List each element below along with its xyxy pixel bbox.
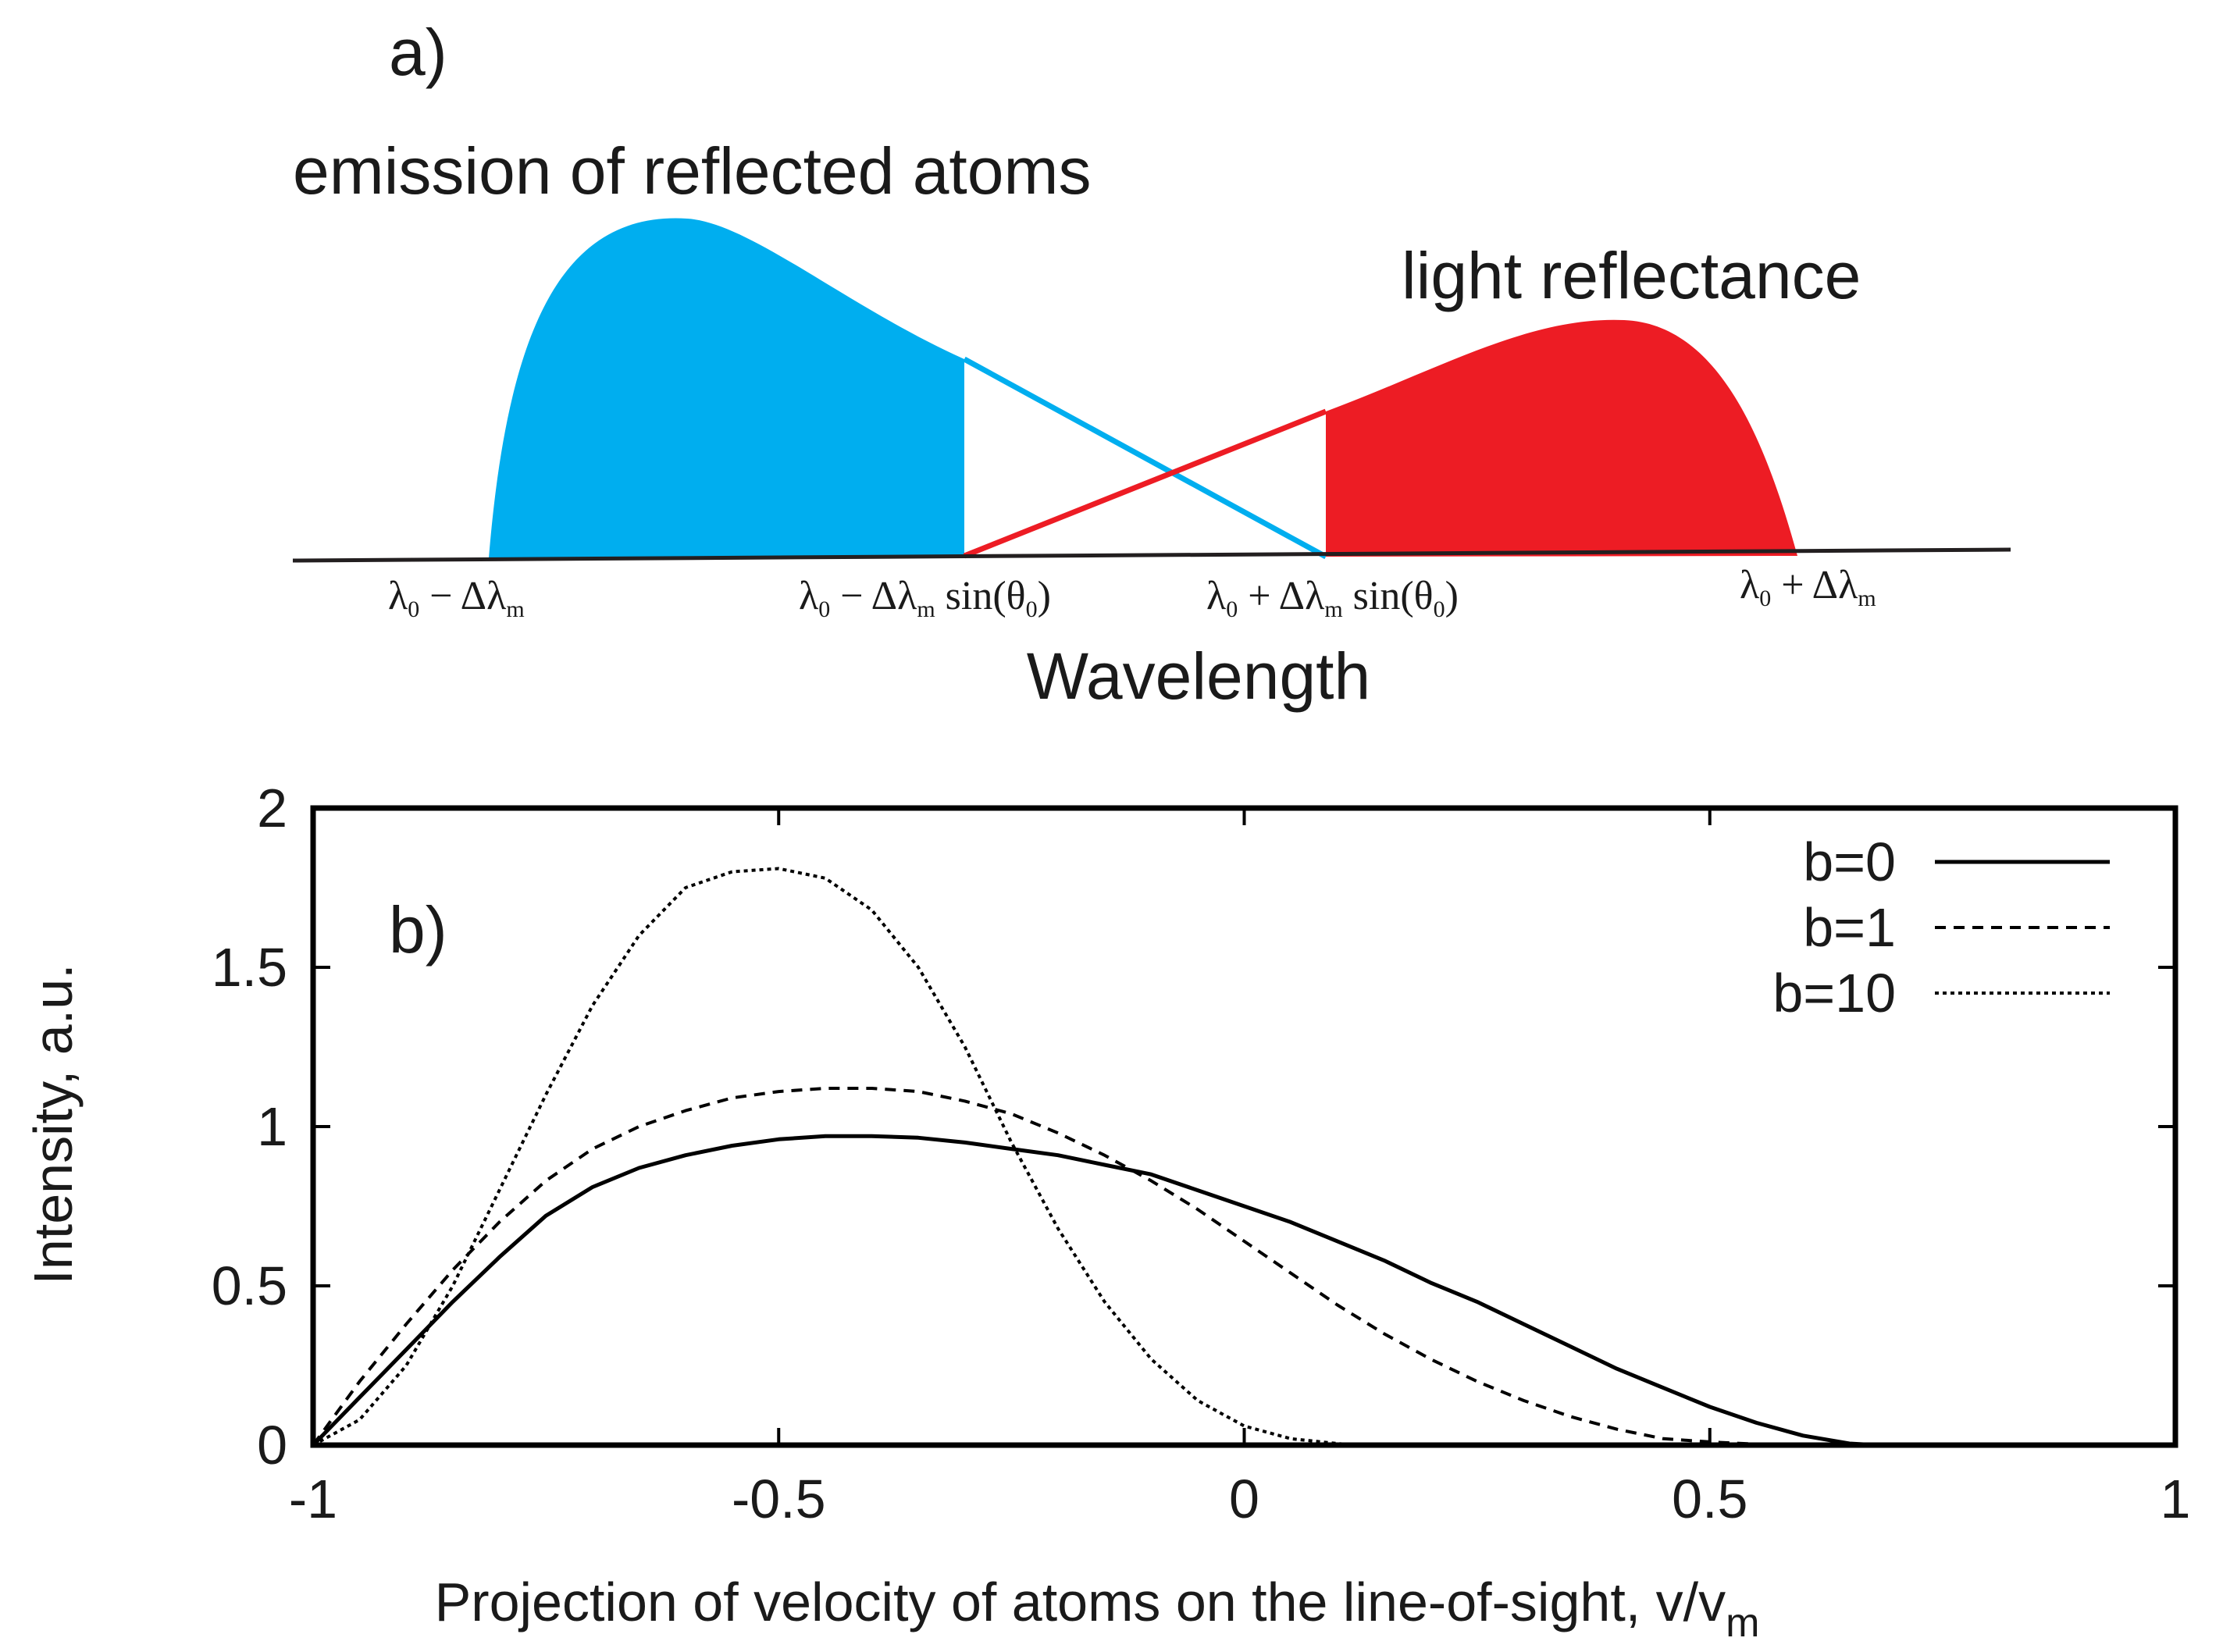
emission-shape	[489, 218, 964, 558]
y-tick-label: 0.5	[212, 1255, 287, 1316]
y-axis-label: Intensity, a.u.	[23, 963, 84, 1284]
legend: b=0b=1b=10	[1772, 831, 2110, 1024]
reflectance-label: light reflectance	[1402, 239, 1861, 312]
legend-label: b=0	[1803, 831, 1896, 892]
x-tick-label: -0.5	[732, 1469, 826, 1529]
y-tick-label: 2	[257, 778, 287, 838]
series-lines	[312, 867, 1878, 1447]
series-line-b-0	[312, 1134, 1878, 1447]
emission-label: emission of reflected atoms	[293, 134, 1091, 208]
reflectance-shape	[1326, 319, 1797, 557]
x-tick-label: 0.5	[1672, 1469, 1747, 1529]
y-tick-label: 0	[257, 1415, 287, 1476]
x-tick-label: 1	[2161, 1469, 2191, 1529]
wavelength-mark-1: λ0 − Δλm	[388, 574, 525, 622]
panel-b-chart: -1 -0.5 0 0.5 1 0 0.5 1 1.5 2 b) b=0b=1b=10 Proj…	[23, 778, 2190, 1646]
x-tick-label: -1	[289, 1469, 337, 1529]
wavelength-baseline	[292, 547, 2011, 563]
panel-a-letter: a)	[389, 16, 447, 89]
y-tick-label: 1.5	[212, 937, 287, 998]
wavelength-mark-4: λ0 + Δλm	[1740, 563, 1876, 611]
y-tick-labels: 0 0.5 1 1.5 2	[212, 778, 287, 1476]
wavelength-mark-3: λ0 + Δλm sin(θ0)	[1206, 574, 1459, 622]
x-tick-label: 0	[1229, 1469, 1259, 1529]
panel-b-letter: b)	[389, 893, 447, 967]
x-tick-labels: -1 -0.5 0 0.5 1	[289, 1469, 2191, 1529]
tick-marks	[312, 806, 2177, 1447]
wavelength-axis-label: Wavelength	[1027, 639, 1370, 713]
emission-line	[963, 356, 1327, 560]
series-line-b-1	[312, 1087, 1804, 1447]
legend-label: b=1	[1803, 897, 1896, 958]
legend-label: b=10	[1772, 963, 1896, 1024]
x-axis-label: Projection of velocity of atoms on the l…	[435, 1572, 1760, 1646]
wavelength-mark-2: λ0 − Δλm sin(θ0)	[799, 574, 1051, 622]
reflectance-line	[963, 408, 1327, 559]
y-tick-label: 1	[257, 1096, 287, 1157]
panel-a-schematic: a) emission of reflected atoms light ref…	[292, 16, 2011, 713]
plot-frame	[310, 805, 2178, 1448]
series-line-b-10	[312, 867, 1356, 1447]
